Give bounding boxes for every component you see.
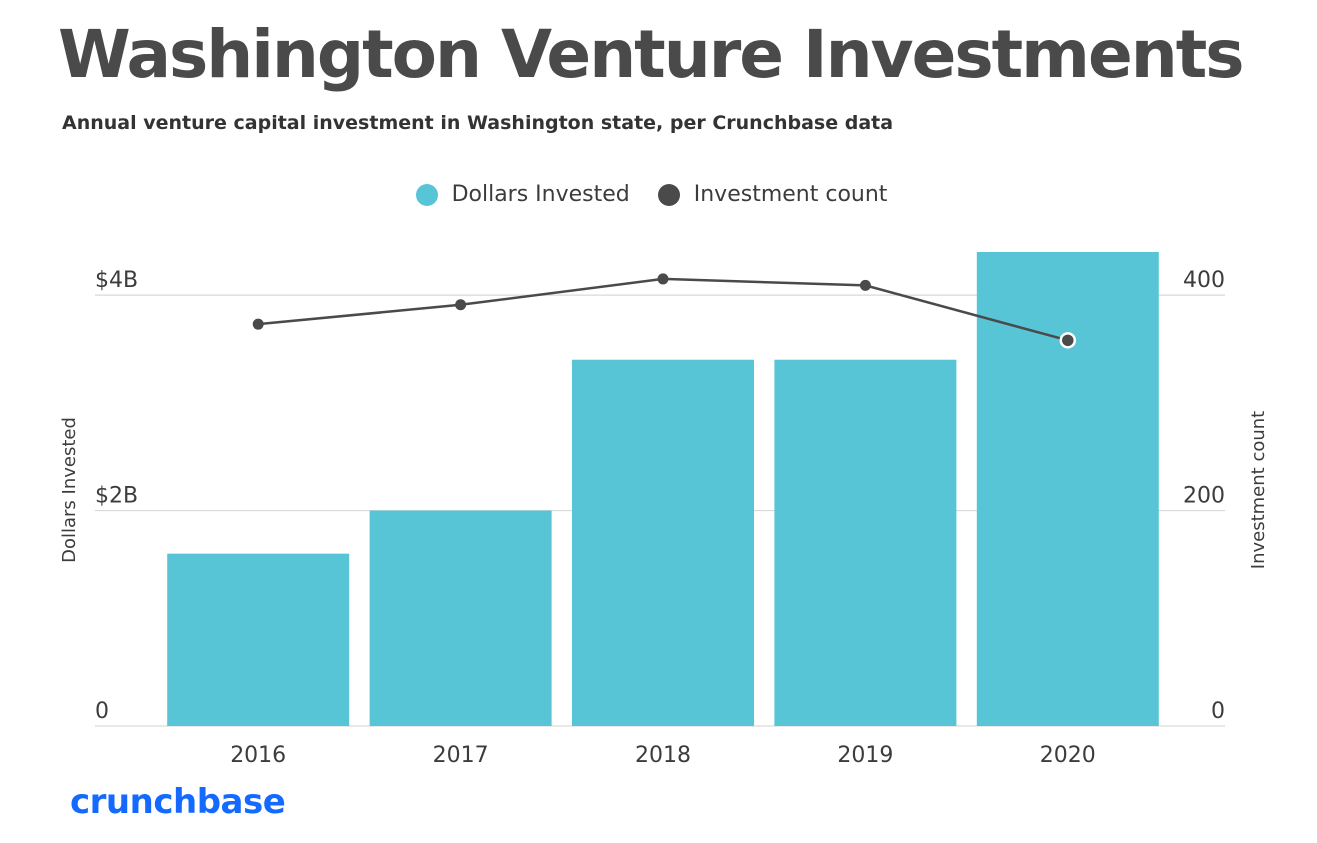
x-tick-label-2019: 2019	[837, 743, 893, 768]
x-tick-label-2020: 2020	[1040, 743, 1096, 768]
chart-subtitle: Annual venture capital investment in Was…	[62, 112, 894, 134]
left-tick-label-0: 0	[95, 699, 109, 724]
point-2018	[657, 273, 669, 285]
right-tick-label-1: 200	[1183, 484, 1225, 509]
point-2019	[859, 279, 871, 291]
right-tick-label-0: 0	[1211, 699, 1225, 724]
x-tick-label-2017: 2017	[433, 743, 489, 768]
legend-item-count[interactable]: Investment count	[657, 182, 888, 207]
point-2017	[455, 299, 467, 311]
right-axis-title: Investment count	[1248, 411, 1269, 569]
chart-title: Washington Venture Investments	[58, 16, 1245, 93]
left-tick-label-1: $2B	[95, 484, 138, 509]
left-axis-title: Dollars Invested	[59, 417, 80, 563]
bar-2016	[167, 553, 350, 726]
left-tick-label-2: $4B	[95, 268, 138, 293]
x-tick-label-2016: 2016	[230, 743, 286, 768]
bar-2020	[976, 252, 1159, 726]
bar-2018	[572, 359, 754, 726]
legend-swatch-dollars	[415, 183, 438, 206]
right-tick-label-2: 400	[1183, 268, 1225, 293]
legend-item-dollars[interactable]: Dollars Invested	[415, 182, 630, 207]
legend: Dollars Invested Investment count	[0, 182, 1317, 207]
point-2016	[252, 318, 264, 330]
point-2020	[1059, 332, 1077, 349]
legend-swatch-count	[657, 183, 680, 206]
x-tick-label-2018: 2018	[635, 743, 691, 768]
crunchbase-logo: crunchbase	[70, 782, 286, 822]
bar-2017	[369, 510, 552, 726]
bar-2019	[774, 359, 957, 726]
legend-label-count: Investment count	[693, 182, 888, 207]
line-investment-count	[258, 277, 1069, 342]
legend-label-dollars: Dollars Invested	[451, 182, 630, 207]
